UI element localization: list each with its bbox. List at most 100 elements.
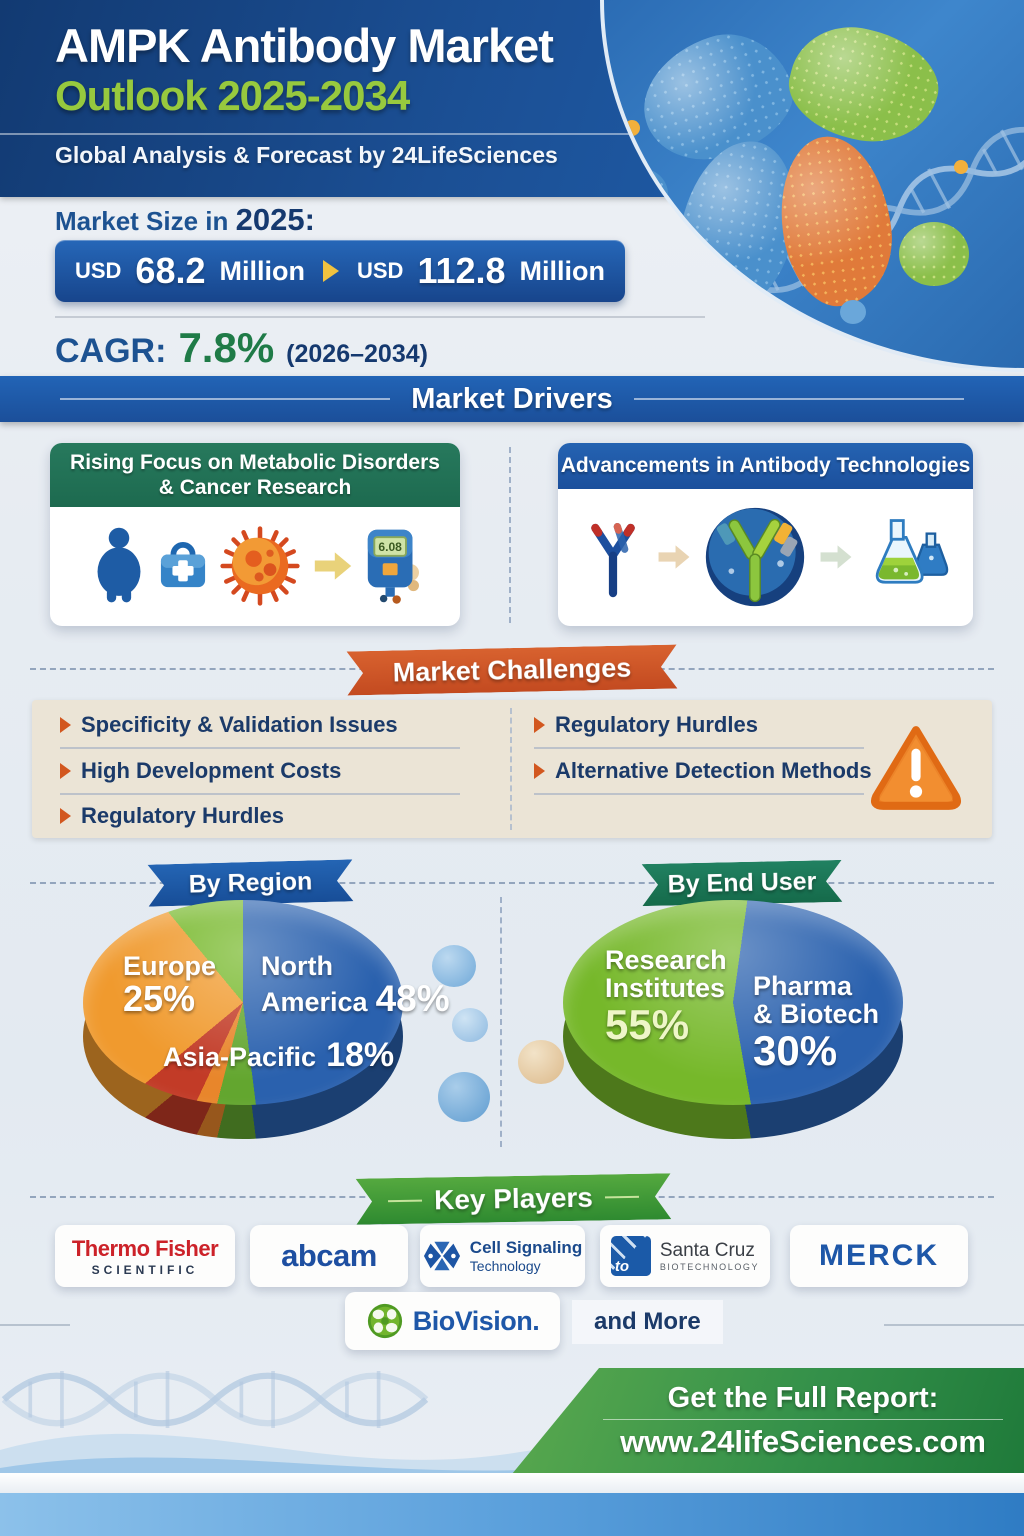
from-value: 68.2 [135, 250, 206, 291]
challenge-item: Regulatory Hurdles [60, 803, 284, 829]
growth-arrow-icon [322, 260, 339, 282]
footer-cta-title: Get the Full Report: [667, 1381, 939, 1414]
driver-card1-header: Rising Focus on Metabolic Disorders & Ca… [50, 443, 460, 507]
europe-label-text: Europe [123, 951, 217, 981]
biovision-icon [367, 1303, 402, 1339]
molecule-dot-yellow-2 [954, 160, 968, 174]
cell-signaling-line1: Cell Signaling [469, 1238, 583, 1257]
logo-thermo-fisher: Thermo Fisher SCIENTIFIC [55, 1225, 235, 1287]
protein-sphere-blue-small [612, 168, 668, 220]
glucose-reading: 6.08 [378, 540, 402, 554]
santa-cruz-icon: to [610, 1236, 651, 1276]
footer-cta-divider [603, 1418, 1003, 1421]
footer-white-strip [0, 1473, 1024, 1493]
page-title: AMPK Antibody Market [55, 19, 554, 72]
by-end-user-title: By End User [667, 866, 817, 899]
band-line-left [60, 398, 390, 400]
driver-card2-body [558, 489, 973, 625]
challenge-separator [60, 793, 460, 795]
thermo-fisher-wordmark: Thermo Fisher [71, 1235, 219, 1261]
logo-santa-cruz: to Santa Cruz BIOTECHNOLOGY [600, 1225, 770, 1287]
and-more-label: and More [572, 1300, 723, 1344]
driver-card-metabolic: Rising Focus on Metabolic Disorders & Ca… [50, 443, 460, 626]
cagr-value: 7.8% [178, 324, 275, 371]
to-value: 112.8 [417, 250, 506, 291]
north-america-label: North America 48% [261, 952, 450, 1019]
santa-cruz-line2: BIOTECHNOLOGY [659, 1262, 760, 1272]
antibody-icon [590, 522, 635, 598]
decor-molecule-beige [518, 1040, 564, 1084]
cancer-cell-icon [220, 526, 300, 606]
arrow-right-faint-icon [820, 545, 851, 569]
logo-merck: MERCK [790, 1225, 968, 1287]
north-america-label-line2: America [261, 987, 368, 1018]
market-size-label-text: Market Size in [55, 206, 229, 236]
from-unit: Million [219, 255, 305, 286]
key-players-title: Key Players [433, 1181, 594, 1216]
driver-card2-title: Advancements in Antibody Technologies [560, 454, 971, 477]
europe-pct: 25% [123, 978, 196, 1020]
players-side-line-right [884, 1324, 1024, 1326]
research-pct: 55% [605, 1000, 690, 1048]
players-side-line-left [0, 1324, 70, 1326]
page-subtitle-outlook: Outlook 2025-2034 [55, 72, 410, 119]
by-end-user-pie-chart: Research Institutes 55% Pharma & Biotech… [563, 900, 903, 1155]
cagr-label: CAGR: [55, 332, 167, 370]
challenge-item: Alternative Detection Methods [534, 758, 872, 784]
molecule-dot-yellow-1 [624, 120, 640, 136]
footer-website-url[interactable]: www.24lifeSciences.com [620, 1424, 986, 1460]
challenge-text: Specificity & Validation Issues [81, 712, 398, 737]
challenges-panel: Specificity & Validation Issues High Dev… [32, 700, 992, 838]
challenge-text: Regulatory Hurdles [81, 803, 284, 828]
asia-pacific-label-text: Asia-Pacific [163, 1042, 317, 1072]
decor-molecule-blue-2 [452, 1008, 488, 1042]
santa-cruz-badge: to [614, 1258, 629, 1275]
drivers-divider-dashed [509, 447, 511, 623]
driver-card1-title-line1: Rising Focus on Metabolic Disorders [70, 450, 440, 474]
north-america-pct: 48% [375, 978, 450, 1020]
driver-card2-header: Advancements in Antibody Technologies [558, 443, 973, 489]
santa-cruz-line1: Santa Cruz [659, 1240, 755, 1261]
protein-sphere-green [899, 222, 969, 286]
engineered-antibody-circle-icon [705, 507, 804, 607]
logo-abcam: abcam [250, 1225, 408, 1287]
driver-card1-body: 6.08 [50, 507, 460, 625]
logo-cell-signaling: Cell Signaling Technology [420, 1225, 585, 1287]
market-size-label: Market Size in 2025: [55, 202, 315, 238]
thermo-fisher-scientific: SCIENTIFIC [91, 1262, 199, 1277]
challenge-text: Alternative Detection Methods [555, 758, 872, 783]
cagr-period: (2026–2034) [286, 340, 428, 368]
challenges-column-divider [510, 708, 512, 830]
pharma-label-line1: Pharma [753, 971, 853, 1001]
challenge-text: Regulatory Hurdles [555, 712, 758, 737]
pharma-pct: 30% [753, 1026, 838, 1074]
research-label-line1: Research [605, 945, 727, 975]
footer-cta-banner[interactable]: Get the Full Report: www.24lifeSciences.… [512, 1368, 1024, 1474]
challenge-separator [534, 747, 864, 749]
decor-molecule-blue-1 [432, 945, 476, 987]
triangle-bullet-icon [60, 717, 71, 733]
header-divider [0, 133, 640, 135]
europe-label: Europe 25% [123, 952, 216, 1018]
pharma-label-line2: & Biotech [753, 999, 880, 1030]
market-challenges-ribbon: Market Challenges [347, 645, 678, 696]
asia-pacific-pct: 18% [326, 1036, 395, 1074]
arrow-right-faint-icon [658, 545, 689, 569]
market-size-divider [55, 316, 705, 318]
triangle-bullet-icon [534, 763, 545, 779]
triangle-bullet-icon [60, 808, 71, 824]
challenge-separator [60, 747, 460, 749]
logo-biovision: BioVision. [345, 1292, 560, 1350]
warning-triangle-icon [870, 724, 962, 815]
header-tagline: Global Analysis & Forecast by 24LifeScie… [55, 142, 558, 168]
by-region-pie-sheen [83, 900, 403, 1105]
cell-signaling-x-icon [423, 1241, 460, 1271]
challenge-text: High Development Costs [81, 758, 342, 783]
ribbon-deco-line [388, 1200, 422, 1203]
merck-wordmark: MERCK [819, 1239, 939, 1272]
by-region-title: By Region [188, 866, 313, 899]
by-region-pie [83, 900, 403, 1105]
ribbon-deco-line [605, 1196, 639, 1199]
research-label-line2: Institutes [605, 973, 726, 1004]
market-challenges-title: Market Challenges [392, 652, 632, 687]
